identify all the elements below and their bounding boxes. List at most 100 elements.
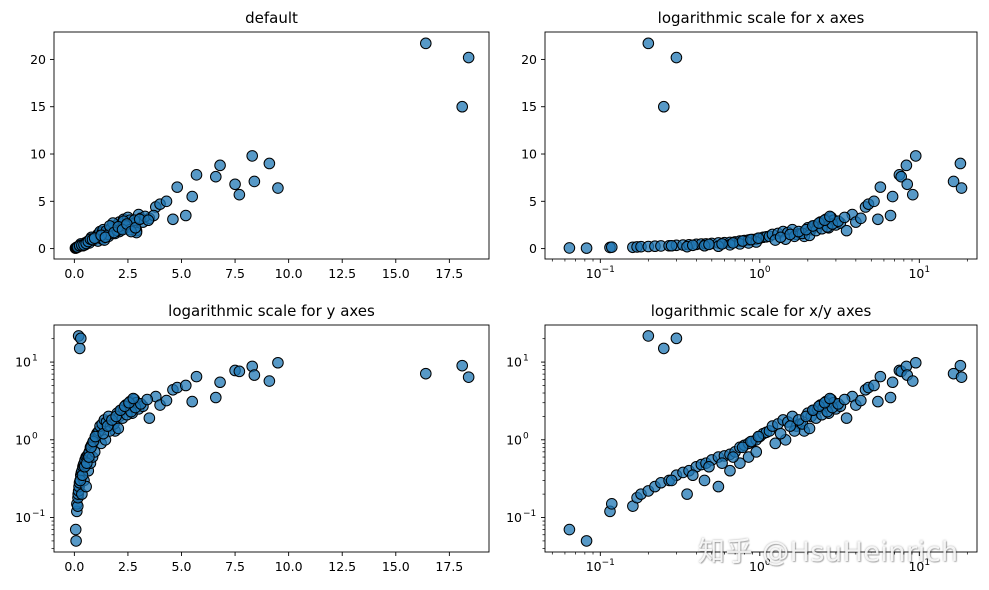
scatter-point [642,330,655,342]
scatter-point [698,474,711,487]
x-tick-label: 0.0 [64,266,84,281]
scatter-point [845,0,856,5]
y-tick-exponent: 0 [32,431,38,441]
y-tick-label: 20 [30,52,46,67]
scatter-points [563,37,968,254]
chart-title: logarithmic scale for x/y axes [651,302,872,320]
scatter-point [803,422,816,435]
scatter-point [190,370,203,383]
scatter-point [657,100,670,113]
scatter-point [906,375,919,387]
scatter-point [127,392,140,405]
x-tick-label: 100 [749,265,771,281]
scatter-point [712,480,725,493]
scatter-point [462,51,475,64]
scatter-point [167,213,179,226]
scatter-point [83,451,95,463]
x-tick-label: 2.5 [118,559,138,574]
scatter-points [563,0,968,547]
x-tick-label: 5.0 [172,559,192,574]
x-tick-label: 10−1 [586,265,615,281]
chart-title: logarithmic scale for y axes [168,302,375,320]
axes-frame [53,324,490,553]
scatter-point [909,150,922,162]
x-tick-label: 5.0 [172,266,192,281]
scatter-point [874,370,887,383]
scatter-point [160,394,173,407]
scatter-point [142,214,155,227]
scatter-point [70,535,82,547]
scatter-point [69,523,82,536]
y-tick-exponent: −1 [523,509,536,519]
scatter-points [69,330,475,547]
scatter-point [665,239,678,252]
scatter-point [670,332,683,345]
scatter-point [605,241,618,253]
y-tick-label: 0 [38,241,46,256]
scatter-point [716,238,728,250]
y-tick-exponent: 1 [523,354,529,364]
scatter-point [784,420,796,432]
scatter-point [954,157,967,170]
y-tick-label: 10 [15,510,31,525]
scatter-point [727,451,739,463]
scatter-point [456,100,469,113]
x-tick-label: 17.5 [435,559,463,574]
scatter-point [736,441,749,454]
scatter-point [686,239,699,252]
scatter-point [248,175,261,188]
scatter-point [233,188,246,201]
scatter-point [752,232,765,244]
chart-title: default [245,9,298,27]
scatter-point [605,498,618,510]
scatter-point [855,212,867,225]
axes-frame [544,31,978,260]
x-tick-exponent: −1 [602,558,615,568]
y-tick-label: 15 [521,99,537,114]
scatter-point [112,422,125,435]
scatter-point [838,393,851,406]
scatter-point [214,159,226,172]
x-tick-label: 10−1 [586,558,615,574]
y-tick-label: 10 [506,355,522,370]
scatter-point [901,178,914,191]
scatter-point [179,209,192,222]
scatter-point [886,376,899,389]
scatter-point [657,342,670,355]
x-tick-exponent: 0 [765,265,771,275]
x-tick-label: 12.5 [328,559,356,574]
scatter-point [769,437,782,450]
scatter-point [955,182,968,194]
x-tick-exponent: 1 [924,265,930,275]
scatter-point [419,367,432,380]
scatter-point [580,535,593,547]
scatter-point [752,430,765,443]
scatter-point [171,181,184,193]
scatter-point [263,157,276,170]
chart-title: logarithmic scale for x axes [658,9,865,27]
scatter-point [246,150,259,162]
scatter-point [909,356,922,369]
y-tick-label: 20 [521,52,537,67]
scatter-point [665,474,678,487]
subplot-logy: logarithmic scale for y axes 0.0 2.5 5.0 7.5… [15,302,490,574]
scatter-point [895,170,908,183]
y-tick-label: 5 [38,194,46,209]
axes-frame [544,324,978,553]
scatter-point [824,210,836,223]
scatter-point [884,209,897,222]
scatter-point [703,238,715,251]
scatter-point [74,332,87,345]
x-tick-label: 101 [908,265,930,281]
scatter-point [263,375,276,387]
scatter-point [954,359,967,372]
scatter-point [141,393,154,406]
x-tick-label: 12.5 [328,266,356,281]
scatter-point [855,394,867,407]
scatter-point [563,523,576,536]
scatter-point [681,488,693,500]
scatter-point [838,211,851,224]
x-tick-exponent: 1 [924,558,930,568]
